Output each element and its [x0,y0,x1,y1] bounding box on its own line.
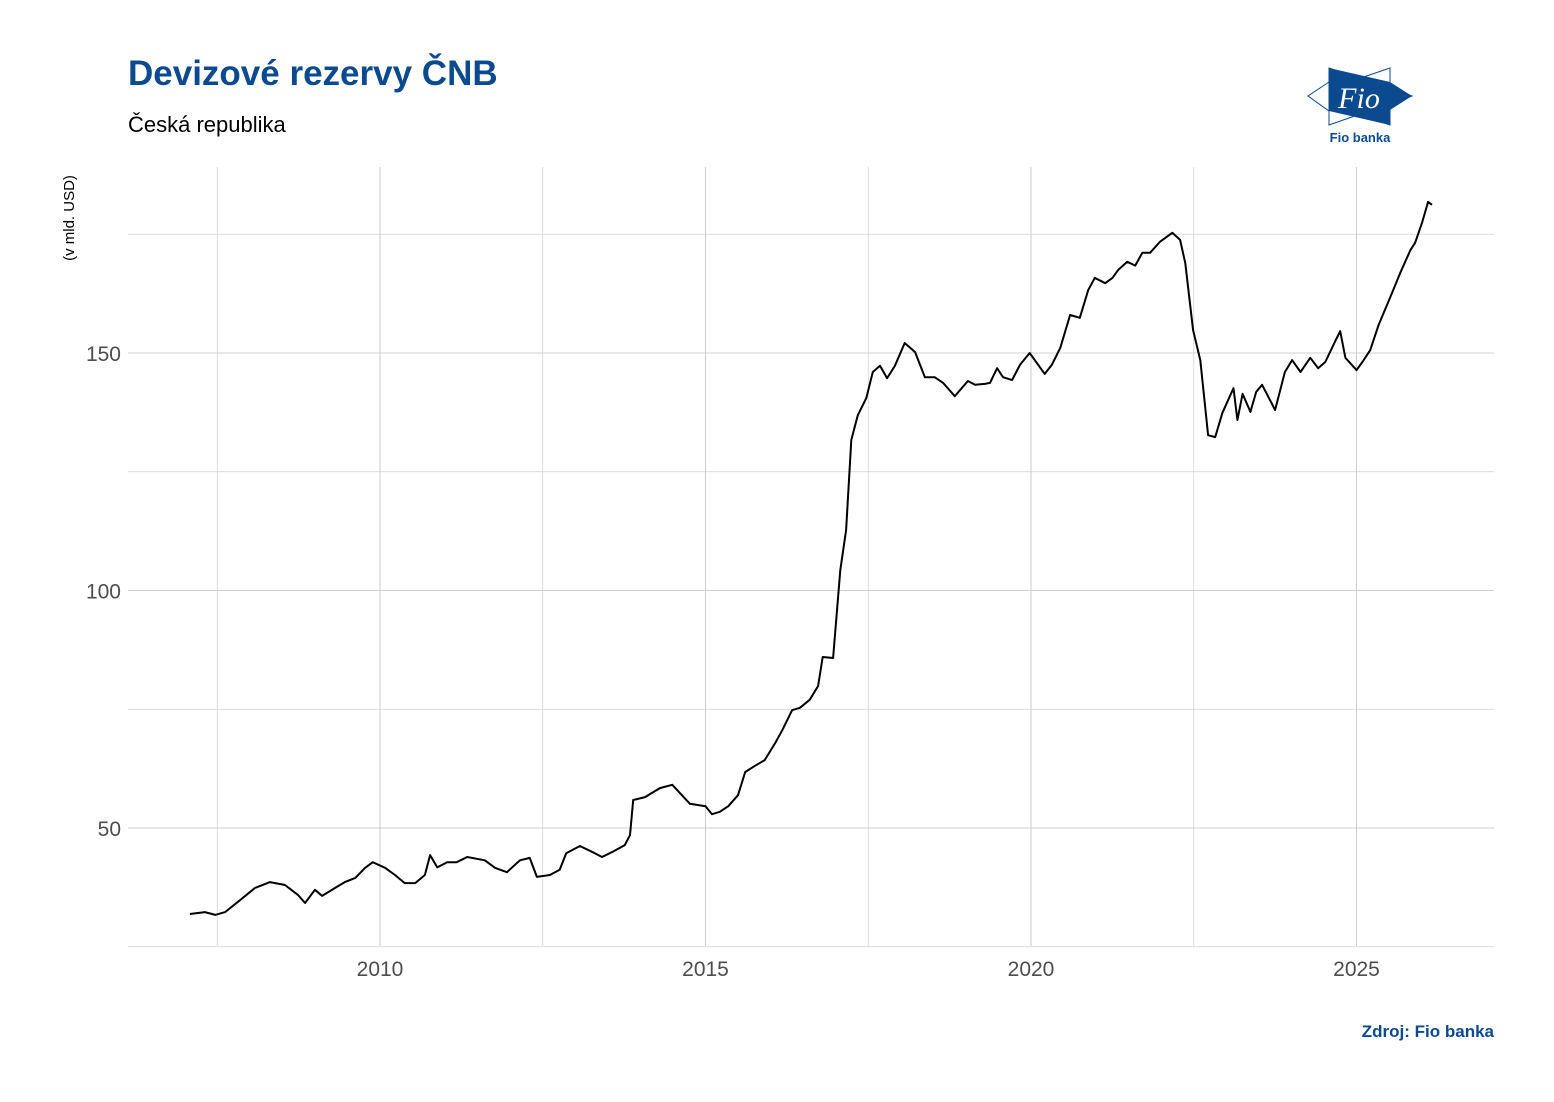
y-tick-label: 100 [86,581,121,604]
gridlines [128,167,1494,948]
chart-title: Devizové rezervy ČNB [128,54,498,93]
x-tick-label: 2020 [1008,958,1055,981]
x-axis-ticks: 2010 2015 2020 2025 [357,958,1380,981]
y-axis-label: (v mld. USD) [61,175,78,261]
fio-banka-logo: Fio Fio banka [1300,62,1420,157]
logo-caption: Fio banka [1330,130,1391,145]
x-tick-label: 2015 [682,958,729,981]
source-note: Zdroj: Fio banka [1361,1022,1494,1041]
fio-logo-icon: Fio Fio banka [1306,67,1414,145]
y-tick-label: 50 [98,818,121,841]
y-tick-label: 150 [86,343,121,366]
series-line [189,200,1433,916]
svg-text:Fio: Fio [1337,82,1380,115]
y-axis-ticks: 50 100 150 [86,343,121,841]
chart-subtitle: Česká republika [128,112,286,137]
x-tick-label: 2010 [357,958,404,981]
x-tick-label: 2025 [1333,958,1380,981]
